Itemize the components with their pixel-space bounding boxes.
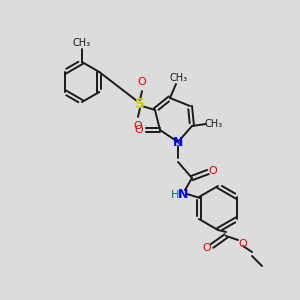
Text: O: O <box>238 239 247 249</box>
Text: O: O <box>202 243 211 253</box>
Text: S: S <box>135 97 145 111</box>
Text: O: O <box>135 125 143 135</box>
Text: CH₃: CH₃ <box>170 73 188 83</box>
Text: CH₃: CH₃ <box>73 38 91 48</box>
Text: O: O <box>208 166 217 176</box>
Text: H: H <box>171 190 179 200</box>
Text: CH₃: CH₃ <box>205 119 223 129</box>
Text: O: O <box>138 77 146 87</box>
Text: N: N <box>173 136 183 148</box>
Text: O: O <box>134 121 142 131</box>
Text: N: N <box>178 188 188 202</box>
